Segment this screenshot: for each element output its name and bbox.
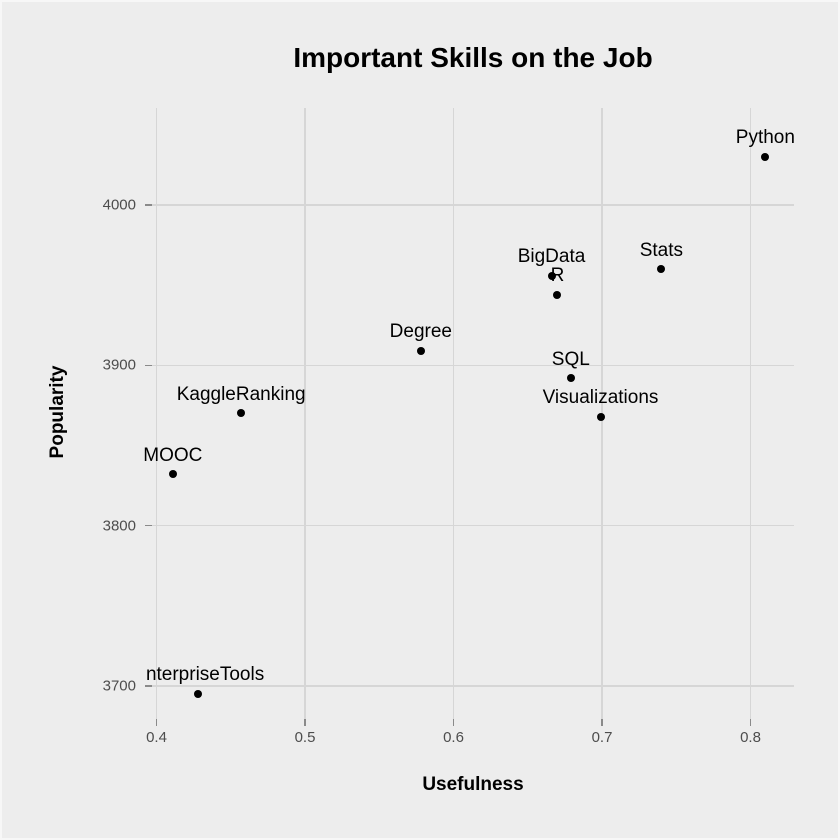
- x-tick-mark: [304, 719, 306, 726]
- x-tick-label: 0.7: [591, 729, 613, 746]
- data-point-dot: [657, 265, 666, 274]
- y-gridline: [152, 204, 794, 206]
- data-point-label: Stats: [639, 239, 684, 261]
- data-point-dot: [596, 412, 605, 421]
- plot-panel: [152, 108, 794, 719]
- y-tick-label: 3800: [102, 517, 136, 535]
- data-point-dot: [547, 271, 556, 280]
- data-point-label: nterpriseTools: [145, 664, 265, 686]
- data-point-label: R: [550, 265, 565, 287]
- y-tick-label: 3900: [102, 356, 136, 374]
- x-tick-mark: [452, 719, 455, 726]
- data-point-dot: [416, 346, 425, 355]
- y-tick-label: 3700: [102, 677, 136, 695]
- data-point-dot: [566, 374, 575, 383]
- data-point-dot: [553, 290, 562, 299]
- y-gridline: [152, 685, 794, 687]
- data-point-label: Visualizations: [542, 387, 659, 409]
- y-gridline: [152, 524, 794, 527]
- x-axis-title: Usefulness: [422, 774, 524, 795]
- y-tick-mark: [145, 524, 152, 527]
- x-tick-mark: [749, 719, 752, 726]
- x-tick-label: 0.4: [146, 729, 167, 746]
- x-gridline: [155, 108, 158, 719]
- data-point-label: SQL: [551, 348, 590, 370]
- x-tick-label: 0.5: [294, 729, 316, 746]
- data-point-dot: [194, 689, 203, 698]
- data-point-dot: [761, 152, 770, 161]
- y-tick-label: 4000: [102, 196, 136, 214]
- chart-title: Important Skills on the Job: [293, 42, 653, 73]
- y-tick-mark: [145, 685, 152, 687]
- x-gridline: [452, 108, 455, 719]
- y-tick-mark: [145, 204, 152, 206]
- x-tick-mark: [601, 719, 603, 726]
- x-gridline: [749, 108, 752, 719]
- data-point-label: Python: [735, 127, 795, 149]
- y-gridline: [152, 364, 794, 367]
- data-point-dot: [237, 409, 246, 418]
- data-point-dot: [168, 470, 177, 479]
- x-tick-label: 0.6: [443, 729, 464, 746]
- y-tick-mark: [145, 364, 152, 367]
- data-point-label: Degree: [389, 321, 452, 343]
- data-point-label: MOOC: [143, 444, 203, 466]
- x-tick-label: 0.8: [740, 729, 761, 746]
- x-gridline: [304, 108, 306, 719]
- data-point-label: BigData: [517, 246, 586, 268]
- y-axis-title: Popularity: [47, 365, 68, 459]
- data-point-label: KaggleRanking: [176, 383, 306, 405]
- x-tick-mark: [155, 719, 158, 726]
